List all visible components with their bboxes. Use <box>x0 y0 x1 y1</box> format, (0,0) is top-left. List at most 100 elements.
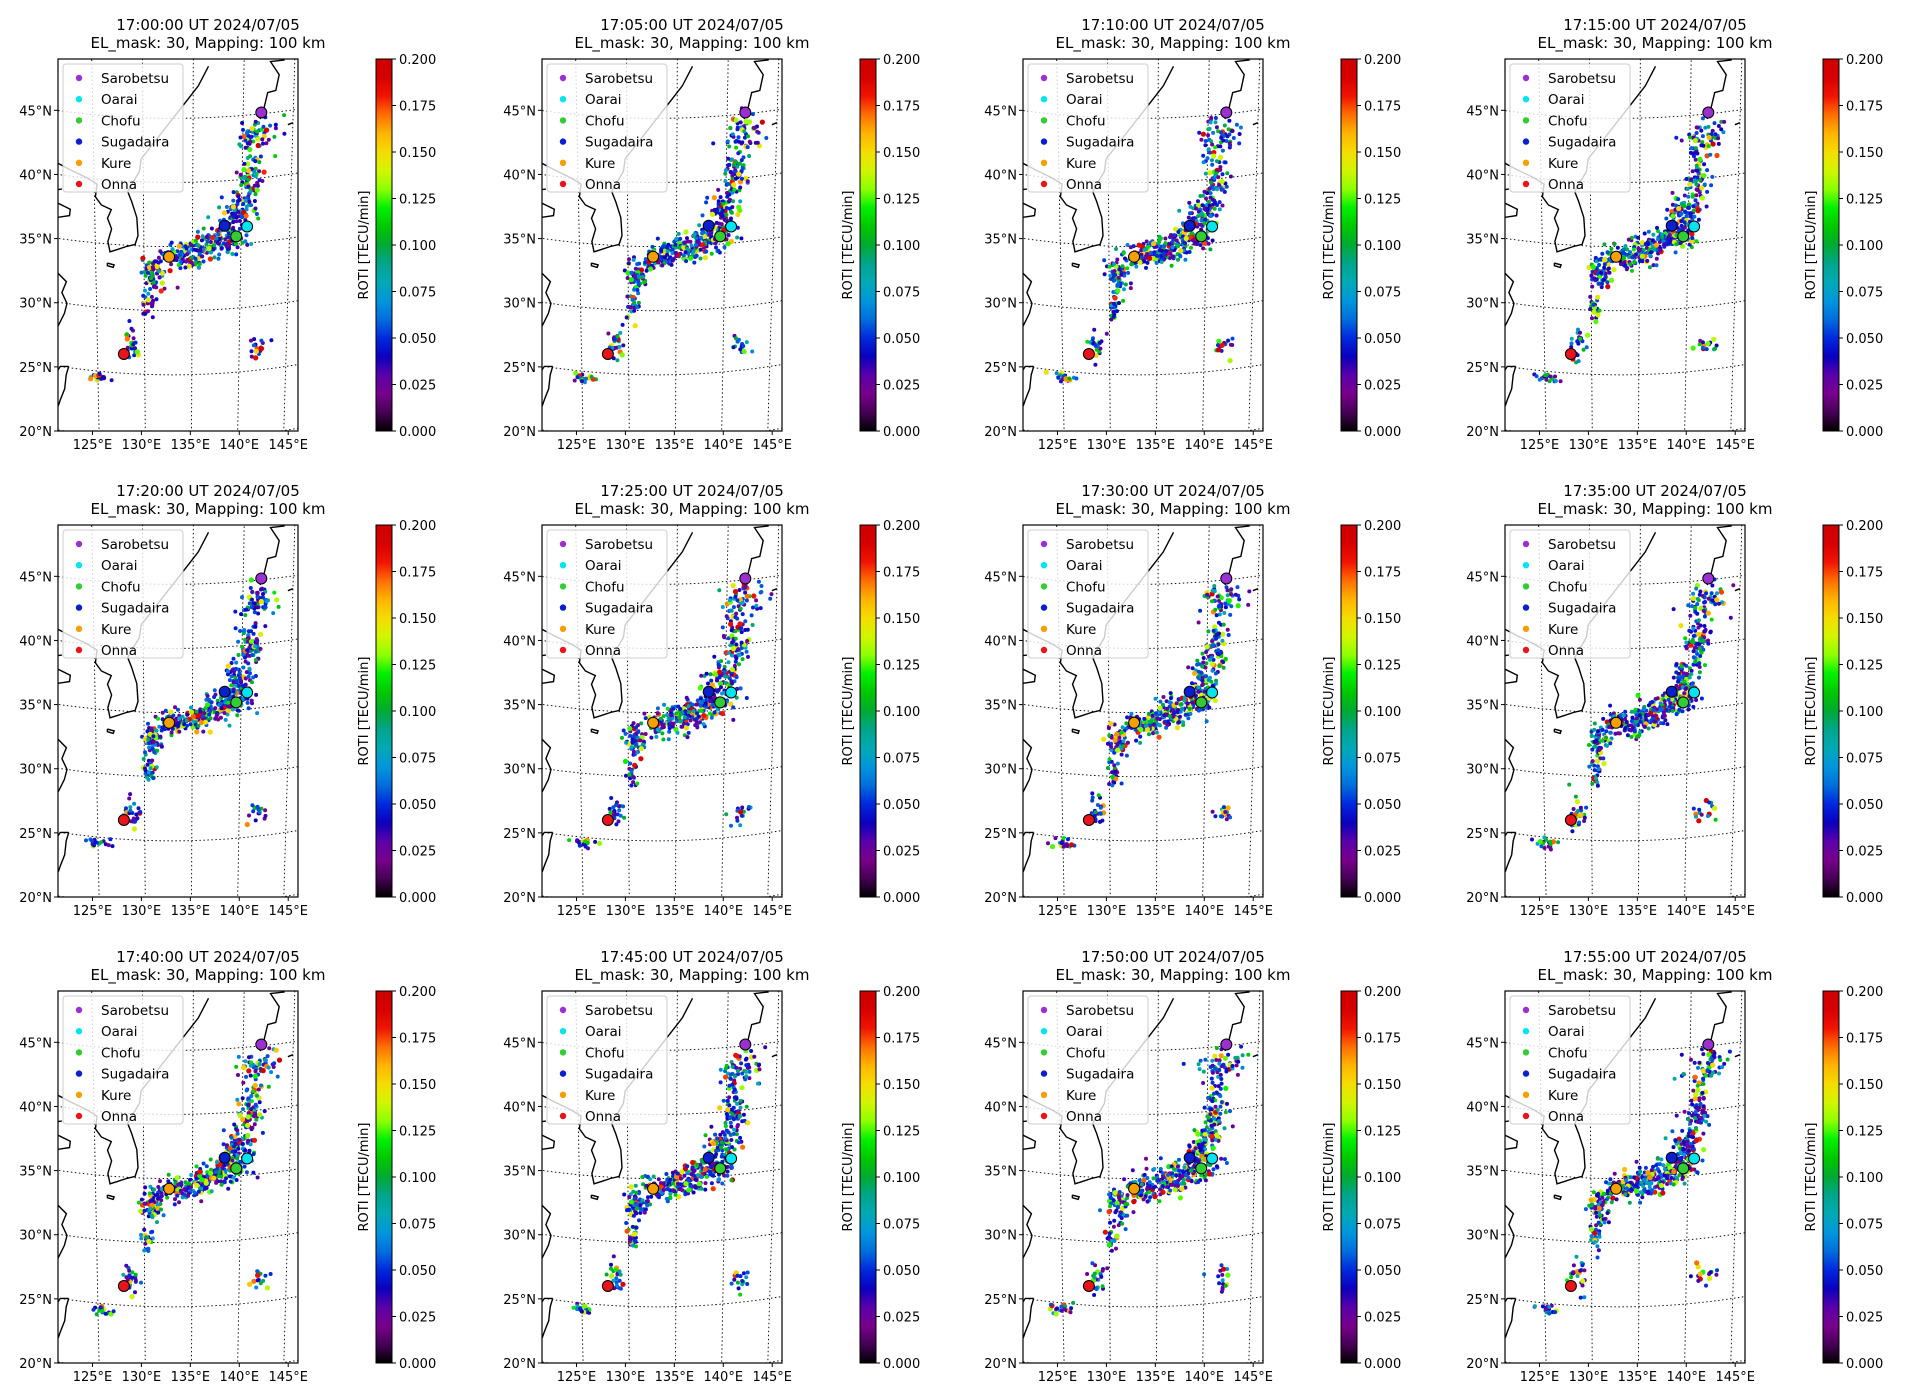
roti-point <box>193 256 198 261</box>
roti-point <box>739 640 744 645</box>
roti-point <box>241 665 246 670</box>
roti-point <box>1659 232 1664 237</box>
roti-point <box>629 745 634 750</box>
roti-point <box>738 823 743 828</box>
roti-point <box>1621 250 1626 255</box>
roti-point <box>223 237 228 242</box>
roti-point <box>1686 202 1691 207</box>
roti-point <box>1600 251 1605 256</box>
roti-point <box>219 701 224 706</box>
axes-frame <box>541 524 783 898</box>
roti-point <box>1602 257 1608 263</box>
roti-point <box>1588 307 1593 312</box>
roti-point <box>1114 247 1118 251</box>
colorbar-tick-label: 0.100 <box>1364 705 1401 720</box>
roti-point <box>224 242 228 247</box>
colorbar-tick-label: 0.150 <box>1364 612 1401 627</box>
roti-point <box>141 311 146 316</box>
legend-label: Oarai <box>585 558 621 574</box>
roti-point <box>222 711 227 715</box>
roti-point <box>1637 259 1642 263</box>
roti-point <box>154 297 159 302</box>
legend-marker <box>1522 96 1530 103</box>
roti-point <box>1138 740 1143 745</box>
coastline <box>1505 654 1519 794</box>
station-marker-oarai <box>241 686 254 699</box>
colorbar-label: ROTI [TECU/min] <box>1804 191 1819 300</box>
roti-point <box>1102 272 1107 277</box>
lon-gridline <box>1056 525 1065 897</box>
roti-point <box>572 378 577 383</box>
roti-point <box>1608 277 1615 283</box>
legend-label: Oarai <box>101 558 137 574</box>
roti-point <box>729 667 736 673</box>
roti-point <box>143 766 147 771</box>
roti-point <box>715 689 720 694</box>
roti-point <box>1687 675 1692 680</box>
roti-point <box>1722 119 1727 124</box>
roti-point <box>1213 116 1218 120</box>
roti-point <box>711 141 716 146</box>
roti-point <box>1207 203 1212 208</box>
roti-point <box>728 608 733 613</box>
roti-point <box>237 671 242 676</box>
roti-point <box>1650 238 1655 243</box>
roti-point <box>1223 601 1228 606</box>
roti-point <box>134 349 140 355</box>
xtick-label: 130°E <box>1569 438 1609 453</box>
roti-point <box>655 236 660 241</box>
roti-point <box>636 729 641 734</box>
roti-point <box>1198 194 1203 198</box>
roti-point <box>1689 231 1695 237</box>
roti-point <box>717 681 724 687</box>
roti-point <box>1696 625 1701 630</box>
roti-point <box>1687 205 1691 210</box>
roti-point <box>1215 159 1219 164</box>
roti-point <box>1592 276 1597 281</box>
roti-point <box>573 370 579 376</box>
roti-point <box>255 142 261 149</box>
roti-point <box>237 219 242 223</box>
roti-point <box>1059 841 1064 845</box>
roti-point <box>1093 810 1098 815</box>
roti-point <box>1208 191 1213 196</box>
roti-point <box>1204 674 1209 679</box>
panel-title: 17:10:00 UT 2024/07/05 <box>1081 16 1265 34</box>
roti-point <box>261 141 265 146</box>
roti-point <box>1098 346 1103 351</box>
roti-point <box>1119 272 1124 277</box>
roti-point <box>744 696 749 700</box>
station-marker-oarai <box>1688 220 1701 233</box>
roti-point <box>1701 173 1707 179</box>
panel-title: 17:15:00 UT 2024/07/05 <box>1563 16 1747 34</box>
roti-point <box>738 161 742 166</box>
legend-marker <box>75 74 83 82</box>
roti-point <box>231 220 236 225</box>
roti-point <box>623 731 628 736</box>
roti-point <box>1115 742 1120 747</box>
roti-point <box>1210 668 1215 673</box>
xtick-label: 135°E <box>1136 438 1176 453</box>
roti-point <box>145 297 151 303</box>
roti-point <box>1718 589 1725 595</box>
coastline <box>1553 262 1563 269</box>
roti-point <box>1581 347 1586 352</box>
roti-point <box>633 266 638 271</box>
roti-point <box>1695 168 1700 173</box>
roti-point <box>1211 643 1216 648</box>
roti-point <box>685 735 690 740</box>
roti-point <box>257 810 262 815</box>
roti-point <box>1622 256 1626 261</box>
roti-point <box>252 601 257 606</box>
roti-point <box>1201 682 1205 687</box>
roti-point <box>158 288 164 294</box>
roti-point <box>1112 780 1117 785</box>
roti-point <box>1696 217 1701 222</box>
roti-point <box>1706 124 1711 129</box>
roti-point <box>754 598 759 603</box>
roti-point <box>1716 124 1721 128</box>
roti-point <box>1190 666 1195 671</box>
colorbar-tick-label: 0.075 <box>883 752 920 767</box>
